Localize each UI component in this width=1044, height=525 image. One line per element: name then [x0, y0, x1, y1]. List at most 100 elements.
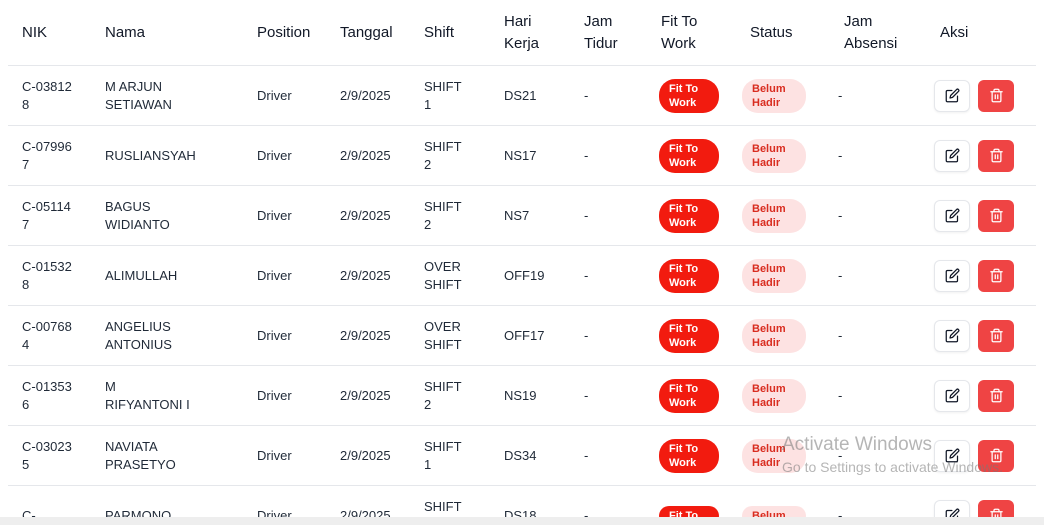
edit-icon [945, 388, 959, 403]
fit-to-work-badge: Fit To Work [659, 78, 719, 113]
trash-icon [989, 328, 1003, 343]
table-header-row: NIK Nama Position Tanggal Shift Hari Ker… [8, 0, 1036, 66]
row-actions [934, 439, 1036, 472]
cell-hari-kerja: NS19 [490, 365, 570, 426]
fit-to-work-badge: Fit To Work [659, 138, 719, 173]
table-row: C-013536 M RIFYANTONI I Driver 2/9/2025 … [8, 365, 1036, 426]
fit-to-work-badge: Fit To Work [659, 258, 719, 293]
row-actions [934, 79, 1036, 112]
edit-button[interactable] [934, 79, 970, 112]
row-actions [934, 379, 1036, 412]
cell-nama: ANGELIUS ANTONIUS [91, 305, 243, 366]
edit-button[interactable] [934, 259, 970, 292]
col-header-aksi: Aksi [926, 0, 1036, 66]
edit-button[interactable] [934, 139, 970, 172]
horizontal-scrollbar[interactable] [0, 517, 1044, 525]
cell-nik: C-015328 [8, 245, 91, 306]
cell-jam-tidur: - [570, 425, 647, 486]
cell-position: Driver [243, 425, 326, 486]
cell-fit-to-work: Fit To Work [647, 245, 736, 306]
cell-shift: SHIFT 1 [410, 425, 490, 486]
col-header-jam-tidur: Jam Tidur [570, 0, 647, 66]
cell-nama: NAVIATA PRASETYO [91, 425, 243, 486]
cell-position: Driver [243, 125, 326, 186]
cell-nama: M RIFYANTONI I [91, 365, 243, 426]
trash-icon [989, 148, 1003, 163]
row-actions [934, 319, 1036, 352]
col-header-jam-absensi: Jam Absensi [830, 0, 926, 66]
fit-to-work-badge: Fit To Work [659, 378, 719, 413]
col-header-nik: NIK [8, 0, 91, 66]
cell-fit-to-work: Fit To Work [647, 65, 736, 126]
delete-button[interactable] [978, 439, 1014, 472]
cell-status: Belum Hadir [736, 185, 830, 246]
row-actions [934, 259, 1036, 292]
cell-tanggal: 2/9/2025 [326, 365, 410, 426]
cell-status: Belum Hadir [736, 365, 830, 426]
cell-status: Belum Hadir [736, 65, 830, 126]
status-badge: Belum Hadir [742, 138, 806, 173]
delete-button[interactable] [978, 139, 1014, 172]
fit-to-work-badge: Fit To Work [659, 198, 719, 233]
cell-nama: BAGUS WIDIANTO [91, 185, 243, 246]
edit-button[interactable] [934, 379, 970, 412]
cell-jam-absensi: - [830, 425, 926, 486]
delete-button[interactable] [978, 319, 1014, 352]
cell-hari-kerja: OFF17 [490, 305, 570, 366]
edit-icon [945, 88, 959, 103]
cell-position: Driver [243, 65, 326, 126]
status-badge: Belum Hadir [742, 198, 806, 233]
cell-status: Belum Hadir [736, 245, 830, 306]
edit-icon [945, 448, 959, 463]
trash-icon [989, 268, 1003, 283]
attendance-table-container: NIK Nama Position Tanggal Shift Hari Ker… [8, 0, 1036, 525]
cell-nik: C-007684 [8, 305, 91, 366]
table-header: NIK Nama Position Tanggal Shift Hari Ker… [8, 0, 1036, 66]
cell-nik: C-038128 [8, 65, 91, 126]
cell-jam-absensi: - [830, 245, 926, 306]
cell-shift: SHIFT 2 [410, 125, 490, 186]
cell-position: Driver [243, 185, 326, 246]
delete-button[interactable] [978, 379, 1014, 412]
delete-button[interactable] [978, 79, 1014, 112]
cell-jam-absensi: - [830, 125, 926, 186]
cell-jam-tidur: - [570, 65, 647, 126]
row-actions [934, 139, 1036, 172]
fit-to-work-badge: Fit To Work [659, 318, 719, 353]
cell-shift: OVER SHIFT [410, 245, 490, 306]
col-header-status: Status [736, 0, 830, 66]
cell-shift: SHIFT 2 [410, 365, 490, 426]
cell-aksi [926, 125, 1036, 186]
cell-jam-tidur: - [570, 125, 647, 186]
cell-position: Driver [243, 305, 326, 366]
cell-jam-tidur: - [570, 185, 647, 246]
delete-button[interactable] [978, 199, 1014, 232]
edit-button[interactable] [934, 199, 970, 232]
edit-button[interactable] [934, 439, 970, 472]
cell-aksi [926, 185, 1036, 246]
status-badge: Belum Hadir [742, 78, 806, 113]
table-row: C-007684 ANGELIUS ANTONIUS Driver 2/9/20… [8, 305, 1036, 366]
table-row: C-079967 RUSLIANSYAH Driver 2/9/2025 SHI… [8, 125, 1036, 186]
cell-aksi [926, 425, 1036, 486]
cell-jam-absensi: - [830, 185, 926, 246]
edit-button[interactable] [934, 319, 970, 352]
col-header-fit-to-work: Fit To Work [647, 0, 736, 66]
attendance-table: NIK Nama Position Tanggal Shift Hari Ker… [8, 0, 1036, 525]
delete-button[interactable] [978, 259, 1014, 292]
row-actions [934, 199, 1036, 232]
cell-aksi [926, 305, 1036, 366]
cell-shift: SHIFT 1 [410, 65, 490, 126]
cell-tanggal: 2/9/2025 [326, 245, 410, 306]
edit-icon [945, 148, 959, 163]
table-row: C-030235 NAVIATA PRASETYO Driver 2/9/202… [8, 425, 1036, 486]
col-header-shift: Shift [410, 0, 490, 66]
cell-fit-to-work: Fit To Work [647, 305, 736, 366]
cell-nik: C-051147 [8, 185, 91, 246]
cell-nik: C-079967 [8, 125, 91, 186]
edit-icon [945, 328, 959, 343]
cell-aksi [926, 65, 1036, 126]
cell-fit-to-work: Fit To Work [647, 125, 736, 186]
cell-status: Belum Hadir [736, 125, 830, 186]
